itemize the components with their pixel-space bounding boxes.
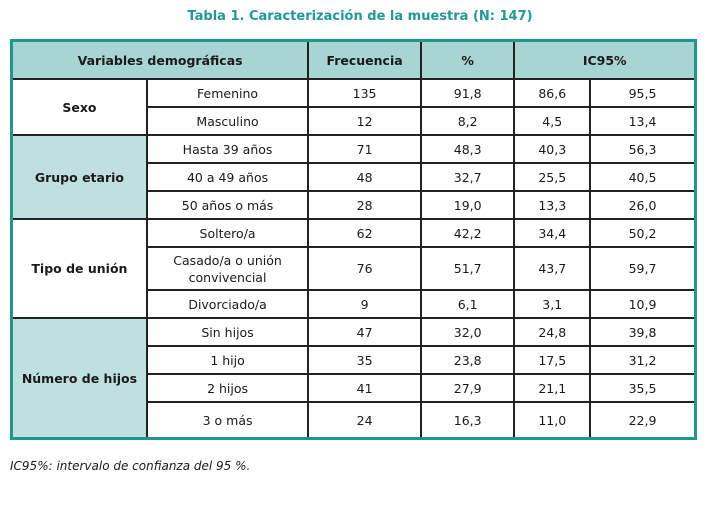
- percent-cell: 91,8: [419, 78, 516, 108]
- category-cell: Casado/a o unión convivencial: [145, 246, 310, 291]
- group-label: Sexo: [9, 78, 148, 136]
- frequency-cell: 47: [307, 317, 422, 347]
- table-row: Tipo de unión Soltero/a 62 42,2 34,4 50,2: [9, 218, 698, 319]
- category-cell: Femenino: [145, 78, 310, 108]
- header-ic95: IC95%: [513, 39, 698, 80]
- ic-lower-cell: 24,8: [513, 317, 592, 347]
- table-row: 2 hijos 41 27,9 21,1 35,5: [12, 373, 698, 403]
- ic-lower-cell: 25,5: [513, 162, 592, 192]
- percent-cell: 51,7: [419, 246, 516, 291]
- ic-lower-cell: 86,6: [513, 78, 592, 108]
- category-cell: Hasta 39 años: [145, 134, 310, 164]
- percent-cell: 16,3: [419, 401, 516, 440]
- table-row: Grupo etario Hasta 39 años 71 48,3 40,3 56,3: [9, 134, 698, 220]
- table-row: Casado/a o unión convivencial 76 51,7 43,7 5…: [12, 246, 698, 291]
- frequency-cell: 41: [307, 373, 422, 403]
- frequency-cell: 28: [307, 190, 422, 220]
- ic-upper-cell: 26,0: [589, 190, 698, 220]
- frequency-cell: 62: [307, 218, 422, 248]
- category-cell: 3 o más: [145, 401, 310, 440]
- category-cell: Masculino: [145, 106, 310, 136]
- table-title: Tabla 1. Caracterización de la muestra (…: [187, 9, 533, 24]
- percent-cell: 32,0: [419, 317, 516, 347]
- demographics-table: Variables demográficas Frecuencia % IC95…: [9, 39, 698, 440]
- ic-upper-cell: 39,8: [589, 317, 698, 347]
- frequency-cell: 35: [307, 345, 422, 375]
- header-frecuencia: Frecuencia: [307, 39, 422, 80]
- group-label: Grupo etario: [9, 134, 148, 220]
- ic-lower-cell: 11,0: [513, 401, 592, 440]
- ic-upper-cell: 13,4: [589, 106, 698, 136]
- percent-cell: 23,8: [419, 345, 516, 375]
- frequency-cell: 24: [307, 401, 422, 440]
- table-row: 1 hijo 35 23,8 17,5 31,2: [12, 345, 698, 375]
- category-cell: 1 hijo: [145, 345, 310, 375]
- category-cell: 50 años o más: [145, 190, 310, 220]
- percent-cell: 6,1: [419, 289, 516, 319]
- percent-cell: 27,9: [419, 373, 516, 403]
- ic-lower-cell: 4,5: [513, 106, 592, 136]
- group-label: Número de hijos: [9, 317, 148, 440]
- table-row: 50 años o más 28 19,0 13,3 26,0: [12, 190, 698, 220]
- frequency-cell: 76: [307, 246, 422, 291]
- table-row: 40 a 49 años 48 32,7 25,5 40,5: [12, 162, 698, 192]
- group-label: Tipo de unión: [9, 218, 148, 319]
- ic-lower-cell: 40,3: [513, 134, 592, 164]
- table-row: Número de hijos Sin hijos 47 32,0 24,8 39,8: [9, 317, 698, 440]
- header-percent: %: [419, 39, 516, 80]
- ic-upper-cell: 22,9: [589, 401, 698, 440]
- ic-upper-cell: 31,2: [589, 345, 698, 375]
- percent-cell: 19,0: [419, 190, 516, 220]
- ic-upper-cell: 10,9: [589, 289, 698, 319]
- percent-cell: 8,2: [419, 106, 516, 136]
- frequency-cell: 48: [307, 162, 422, 192]
- footnote: IC95%: intervalo de confianza del 95 %.: [10, 459, 251, 473]
- ic-lower-cell: 43,7: [513, 246, 592, 291]
- category-cell: 2 hijos: [145, 373, 310, 403]
- ic-upper-cell: 40,5: [589, 162, 698, 192]
- ic-upper-cell: 35,5: [589, 373, 698, 403]
- ic-lower-cell: 21,1: [513, 373, 592, 403]
- frequency-cell: 135: [307, 78, 422, 108]
- category-cell: Soltero/a: [145, 218, 310, 248]
- ic-upper-cell: 50,2: [589, 218, 698, 248]
- table-row: Sexo Femenino 135 91,8 86,6 95,5: [9, 78, 698, 136]
- table-row: 3 o más 24 16,3 11,0 22,9: [12, 401, 698, 440]
- category-cell: 40 a 49 años: [145, 162, 310, 192]
- percent-cell: 42,2: [419, 218, 516, 248]
- ic-lower-cell: 3,1: [513, 289, 592, 319]
- category-cell: Divorciado/a: [145, 289, 310, 319]
- frequency-cell: 71: [307, 134, 422, 164]
- ic-upper-cell: 59,7: [589, 246, 698, 291]
- table-row: Masculino 12 8,2 4,5 13,4: [12, 106, 698, 136]
- ic-upper-cell: 95,5: [589, 78, 698, 108]
- table-row: Divorciado/a 9 6,1 3,1 10,9: [12, 289, 698, 319]
- ic-upper-cell: 56,3: [589, 134, 698, 164]
- ic-lower-cell: 17,5: [513, 345, 592, 375]
- percent-cell: 32,7: [419, 162, 516, 192]
- frequency-cell: 12: [307, 106, 422, 136]
- ic-lower-cell: 13,3: [513, 190, 592, 220]
- ic-lower-cell: 34,4: [513, 218, 592, 248]
- category-cell: Sin hijos: [145, 317, 310, 347]
- header-variables: Variables demográficas: [10, 39, 310, 80]
- percent-cell: 48,3: [419, 134, 516, 164]
- frequency-cell: 9: [307, 289, 422, 319]
